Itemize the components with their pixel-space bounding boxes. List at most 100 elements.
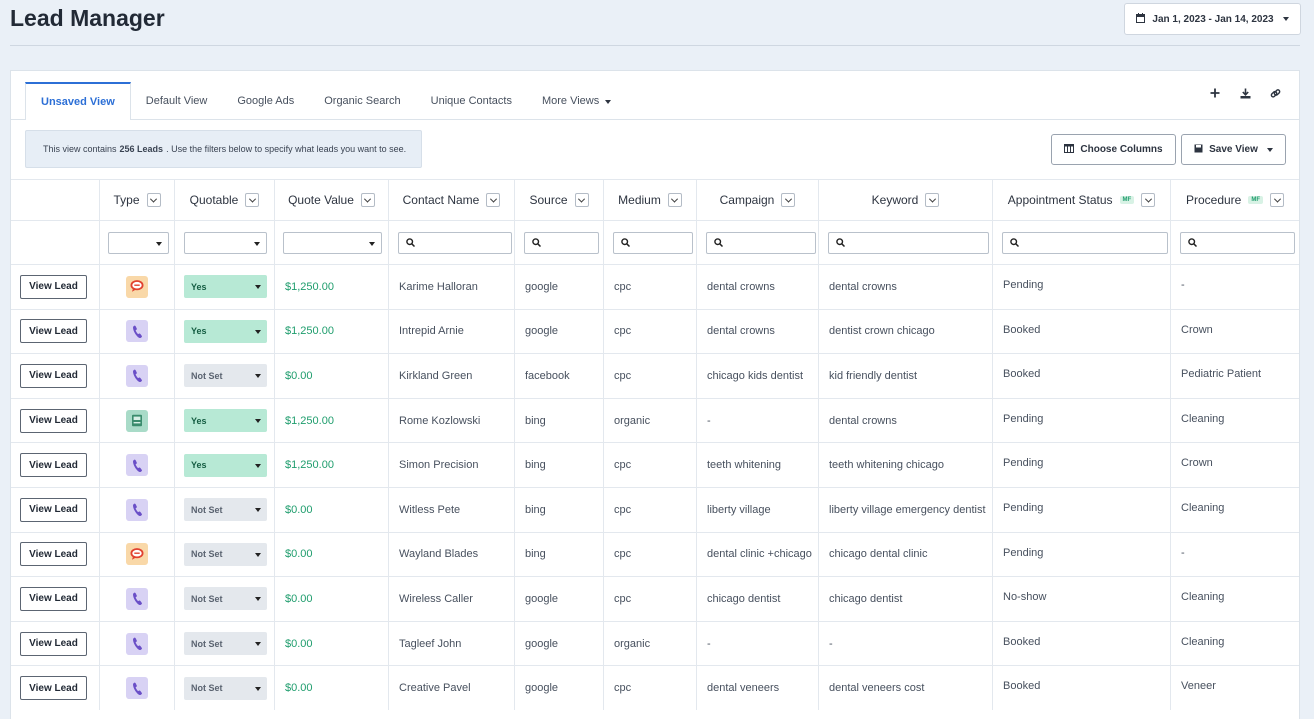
medium-search[interactable]: [613, 231, 693, 254]
choose-columns-button[interactable]: Choose Columns: [1051, 134, 1176, 165]
chevron-down-icon: [255, 285, 261, 290]
header-type[interactable]: Type: [100, 180, 175, 220]
quotable-select[interactable]: Not Set: [184, 498, 267, 522]
quotable-select[interactable]: Not Set: [184, 676, 267, 700]
chevron-down-icon[interactable]: [667, 193, 682, 207]
medium-value: cpc: [614, 682, 632, 695]
header-keyword[interactable]: Keyword: [819, 180, 993, 220]
view-lead-button[interactable]: View Lead: [20, 676, 87, 701]
view-lead-button[interactable]: View Lead: [20, 453, 87, 478]
source-value: google: [525, 592, 559, 605]
header-campaign[interactable]: Campaign: [697, 180, 819, 220]
procedure-cell: Cleaning: [1171, 488, 1299, 532]
chevron-down-icon[interactable]: [486, 193, 501, 207]
table-row: View Lead Yes $1,250.00 Karime Halloran …: [11, 264, 1299, 309]
quotable-filter-select[interactable]: [184, 231, 267, 254]
chevron-down-icon[interactable]: [925, 193, 940, 207]
quotable-select[interactable]: Yes: [184, 453, 267, 477]
quotable-cell: Not Set: [175, 354, 275, 398]
appointment-status-cell: Booked: [993, 621, 1171, 666]
quotable-select[interactable]: Not Set: [184, 632, 267, 656]
quotable-value: Not Set: [191, 638, 223, 649]
quotable-value: Not Set: [191, 370, 223, 381]
source-cell: google: [515, 666, 604, 710]
quote-value: $0.00: [285, 503, 313, 516]
header-quote-value[interactable]: Quote Value: [275, 180, 389, 220]
campaign-search[interactable]: [706, 231, 816, 254]
tab-google-ads[interactable]: Google Ads: [222, 82, 309, 120]
header-quotable[interactable]: Quotable: [175, 180, 275, 220]
type-cell: [100, 577, 175, 621]
chevron-down-icon[interactable]: [245, 193, 260, 207]
keyword-search[interactable]: [828, 231, 989, 254]
view-lead-button[interactable]: View Lead: [20, 631, 87, 656]
date-range-picker[interactable]: Jan 1, 2023 - Jan 14, 2023: [1124, 3, 1301, 35]
quote-value-filter-select[interactable]: [283, 231, 382, 254]
quotable-select[interactable]: Yes: [184, 409, 267, 433]
source-cell: google: [515, 577, 604, 621]
chevron-down-icon: [605, 100, 612, 104]
chevron-down-icon[interactable]: [1270, 193, 1285, 207]
header-medium[interactable]: Medium: [604, 180, 697, 220]
type-cell: [100, 487, 175, 532]
contact-name: Witless Pete: [399, 503, 461, 516]
quotable-cell: Yes: [175, 265, 275, 309]
view-lead-button[interactable]: View Lead: [20, 408, 87, 433]
header-source[interactable]: Source: [515, 180, 604, 220]
appointment-status-value: No-show: [1003, 591, 1047, 604]
view-lead-button[interactable]: View Lead: [20, 586, 87, 611]
quotable-cell: Yes: [175, 398, 275, 443]
quotable-select[interactable]: Not Set: [184, 542, 267, 566]
quotable-select[interactable]: Yes: [184, 319, 267, 343]
filter-procedure-cell: [1171, 221, 1299, 264]
save-view-button[interactable]: Save View: [1181, 134, 1286, 165]
plus-icon[interactable]: [1207, 85, 1223, 101]
tab-more-views[interactable]: More Views: [527, 82, 626, 120]
actions-cell: View Lead: [11, 487, 100, 532]
calendar-icon: [1136, 12, 1146, 26]
campaign-cell: dental crowns: [697, 309, 819, 354]
header-contact-name[interactable]: Contact Name: [389, 180, 515, 220]
tab-unsaved-view[interactable]: Unsaved View: [25, 82, 131, 120]
view-lead-button[interactable]: View Lead: [20, 363, 87, 388]
procedure-search[interactable]: [1180, 231, 1295, 254]
quotable-select[interactable]: Not Set: [184, 364, 267, 388]
chevron-down-icon[interactable]: [360, 193, 375, 207]
header-appointment-status[interactable]: Appointment Status MF: [993, 180, 1171, 220]
quotable-select[interactable]: Yes: [184, 275, 267, 299]
appointment-status-search[interactable]: [1002, 231, 1168, 254]
tab-unique-contacts[interactable]: Unique Contacts: [416, 82, 527, 120]
table-row: View Lead Not Set $0.00 Kirkland Green f…: [11, 353, 1299, 398]
type-filter-select[interactable]: [108, 231, 169, 254]
download-icon[interactable]: [1237, 85, 1253, 101]
quotable-select[interactable]: Not Set: [184, 587, 267, 611]
appointment-status-value: Pending: [1003, 457, 1044, 470]
view-lead-button[interactable]: View Lead: [20, 497, 87, 522]
procedure-cell: Cleaning: [1171, 577, 1299, 621]
view-lead-button[interactable]: View Lead: [20, 319, 87, 344]
header-label: Procedure: [1185, 193, 1242, 207]
table-row: View Lead Not Set $0.00 Witless Pete bin…: [11, 486, 1299, 532]
view-lead-button[interactable]: View Lead: [20, 274, 87, 299]
medium-cell: cpc: [604, 577, 697, 621]
procedure-value: Crown: [1181, 457, 1213, 470]
source-cell: google: [515, 621, 604, 666]
keyword-cell: chicago dental clinic: [819, 532, 993, 577]
quotable-value: Yes: [191, 415, 207, 426]
link-icon[interactable]: [1267, 85, 1283, 101]
contact-name-search[interactable]: [398, 231, 512, 254]
view-lead-button[interactable]: View Lead: [20, 542, 87, 567]
chevron-down-icon[interactable]: [574, 193, 589, 207]
filter-medium-cell: [604, 221, 697, 264]
actions-cell: View Lead: [11, 309, 100, 354]
source-value: bing: [525, 548, 546, 561]
appointment-status-cell: No-show: [993, 577, 1171, 621]
header-procedure[interactable]: Procedure MF: [1171, 180, 1299, 220]
tab-organic-search[interactable]: Organic Search: [309, 82, 415, 120]
chevron-down-icon[interactable]: [781, 193, 796, 207]
source-search[interactable]: [524, 231, 599, 254]
chevron-down-icon[interactable]: [1141, 193, 1156, 207]
tab-default-view[interactable]: Default View: [131, 82, 223, 120]
chevron-down-icon[interactable]: [146, 193, 161, 207]
info-suffix: . Use the filters below to specify what …: [166, 144, 407, 154]
